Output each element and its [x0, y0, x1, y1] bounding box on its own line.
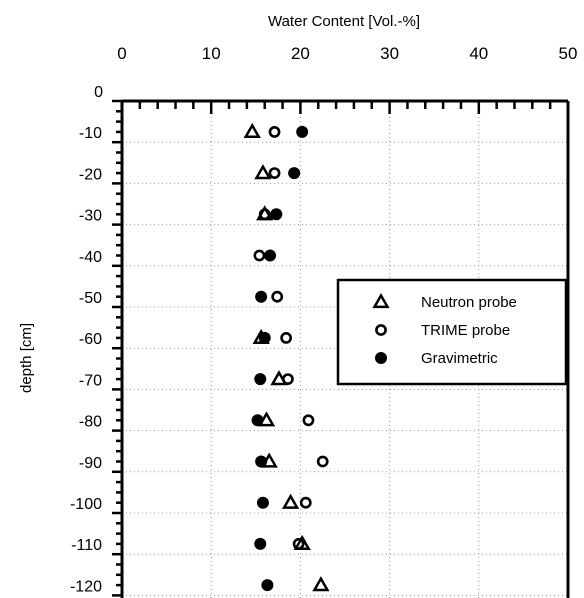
gravimetric-point	[256, 496, 269, 509]
neutron-probe-point	[254, 164, 272, 180]
gravimetric-point	[254, 373, 267, 386]
neutron-probe-point	[312, 576, 330, 592]
x-axis-title: Water Content [Vol.-%]	[268, 13, 420, 30]
trime-probe-point	[253, 249, 266, 262]
trime-probe-point	[299, 496, 312, 509]
gravimetric-point	[288, 167, 301, 180]
x-tick-label: 30	[380, 44, 399, 63]
neutron-probe-legend-marker	[372, 292, 390, 309]
neutron-probe-point	[293, 534, 311, 551]
trime-probe-legend-marker	[375, 324, 387, 336]
gravimetric-point	[270, 208, 283, 221]
gravimetric-point	[264, 249, 277, 262]
trime-probe-point	[268, 125, 281, 138]
y-tick-label: -110	[71, 537, 102, 554]
x-tick-label: 0	[117, 44, 126, 63]
y-tick-label: -40	[79, 249, 102, 266]
y-tick-label: -30	[79, 208, 102, 225]
y-tick-label: -60	[79, 331, 102, 348]
gravimetric-point	[254, 537, 267, 550]
trime-probe-point	[258, 208, 271, 221]
y-tick-label: -20	[79, 166, 102, 183]
y-axis-title: depth [cm]	[18, 323, 35, 393]
y-tick-label: -10	[79, 125, 102, 142]
legend-label: TRIME probe	[421, 322, 510, 339]
gravimetric-point	[251, 414, 264, 427]
y-tick-label: -80	[79, 414, 102, 431]
y-tick-label: -90	[79, 455, 102, 472]
x-tick-label: 10	[202, 44, 221, 63]
y-tick-label: -120	[70, 578, 102, 595]
y-tick-label: -50	[79, 290, 102, 307]
gravimetric-legend-marker	[375, 352, 387, 364]
trime-probe-point	[271, 290, 284, 303]
x-tick-label: 50	[559, 44, 578, 63]
trime-probe-point	[316, 455, 329, 468]
legend-label: Neutron probe	[421, 294, 517, 311]
axes-layer: 0 10 20 30 40 50 0 -10 -20 -30 -40 -50 -60 -70 -80 -90 -…	[70, 44, 577, 598]
gravimetric-point	[261, 579, 274, 592]
trime-probe-point	[268, 167, 281, 179]
points-layer	[243, 122, 330, 592]
trime-probe-point	[282, 373, 294, 385]
neutron-probe-point	[281, 493, 300, 509]
x-tick-label: 40	[469, 44, 488, 63]
gravimetric-point	[255, 290, 268, 303]
gravimetric-point	[255, 455, 268, 468]
trime-probe-point	[292, 538, 305, 550]
neutron-probe-point	[243, 122, 261, 139]
gravimetric-point	[258, 331, 271, 344]
legend-label: Gravimetric	[421, 350, 498, 367]
legend: Neutron probe TRIME probe Gravimetric	[336, 278, 568, 386]
y-tick-label: -70	[79, 372, 102, 389]
trime-probe-point	[302, 414, 315, 427]
x-tick-label: 20	[291, 44, 310, 63]
trime-probe-point	[280, 331, 293, 344]
gravimetric-point	[296, 125, 309, 138]
y-tick-label: 0	[94, 84, 103, 101]
y-tick-label: -100	[70, 496, 102, 513]
